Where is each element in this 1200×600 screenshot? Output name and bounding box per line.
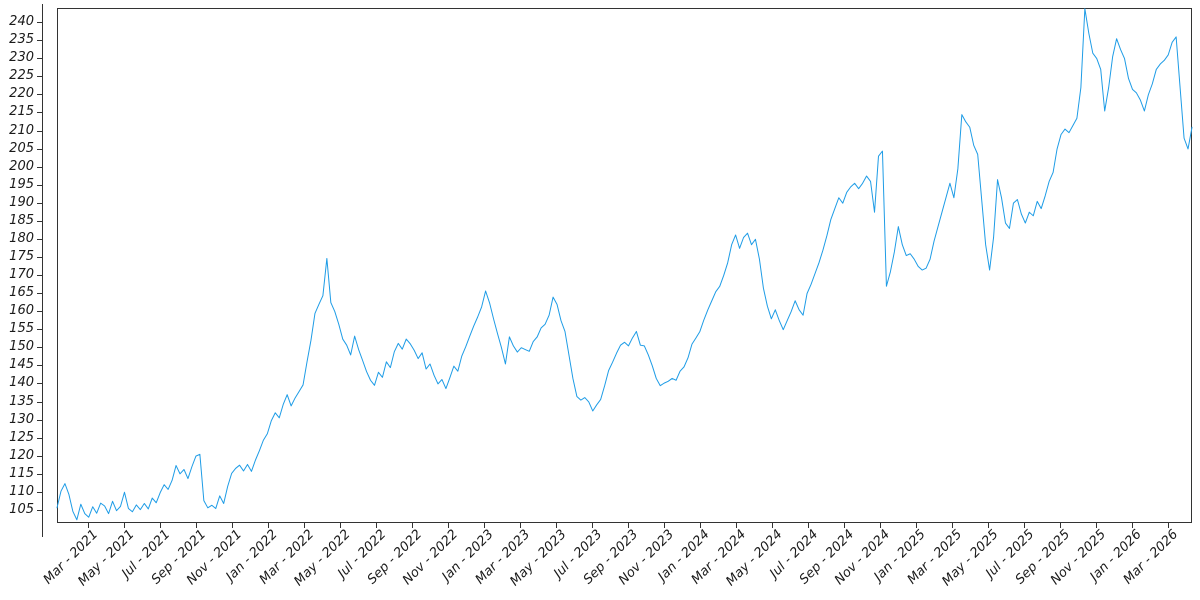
y-tick-label: 170 [9, 267, 34, 283]
y-tick-label: 180 [9, 230, 34, 246]
y-tick-label: 175 [9, 249, 34, 264]
y-tick-label: 115 [9, 465, 34, 481]
y-tick-label: 135 [9, 393, 34, 409]
y-tick-label: 215 [9, 104, 34, 120]
y-tick-label: 155 [9, 321, 34, 337]
y-tick-label: 240 [9, 14, 34, 30]
price-line [56, 8, 1193, 521]
y-tick-label: 205 [9, 140, 34, 156]
y-tick-label: 140 [9, 375, 34, 391]
y-tick-label: 225 [9, 68, 34, 84]
y-tick-label: 105 [9, 501, 34, 517]
axes [37, 4, 1192, 537]
y-tick-label: 130 [9, 411, 34, 427]
y-tick-label: 145 [9, 357, 34, 373]
y-tick-label: 160 [9, 303, 34, 319]
y-tick-label: 165 [9, 285, 34, 301]
y-tick-label: 120 [9, 447, 34, 463]
y-tick-label: 185 [9, 212, 34, 228]
y-tick-label: 190 [9, 194, 34, 210]
y-tick-label: 230 [9, 50, 34, 66]
y-tick-label: 195 [9, 176, 34, 192]
plot-border [57, 8, 1192, 523]
y-tick-label: 235 [9, 32, 34, 48]
y-tick-label: 210 [9, 122, 34, 138]
y-tick-label: 110 [9, 483, 34, 499]
y-tick-label: 150 [9, 339, 34, 355]
price-line-group [56, 8, 1193, 521]
y-tick-label: 125 [9, 429, 34, 445]
y-tick-label: 220 [9, 86, 34, 102]
y-tick-label: 200 [9, 158, 34, 174]
